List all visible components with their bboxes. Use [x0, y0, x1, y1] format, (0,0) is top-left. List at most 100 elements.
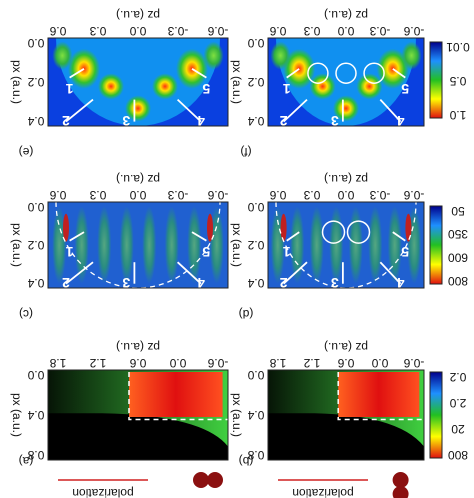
y-axis-title: px (a.u.)	[10, 393, 24, 437]
blob	[203, 41, 224, 70]
blob	[270, 41, 291, 70]
arrow-label: 3	[122, 275, 130, 291]
molecule	[193, 472, 209, 488]
frame	[47, 369, 229, 461]
streak	[187, 206, 202, 284]
y-tick-label: 0.8	[27, 448, 44, 462]
arrow	[176, 261, 202, 285]
hot	[63, 213, 69, 242]
x-tick-label: 0.0	[169, 356, 186, 370]
arrow	[392, 68, 406, 79]
streak	[348, 206, 363, 284]
arrow-label: 1	[283, 81, 291, 97]
y-tick-label: 0.4	[247, 276, 264, 290]
ring	[346, 220, 371, 244]
x-tick-label: -0.6	[403, 188, 424, 202]
arrow-label: 4	[197, 275, 205, 291]
heatmap	[267, 369, 425, 461]
panel-label: (f)	[240, 145, 251, 159]
streak	[164, 206, 179, 284]
x-tick-label: -0.3	[369, 188, 390, 202]
colorbar-tick-label: 800	[448, 274, 468, 288]
x-tick-label: 1.2	[89, 356, 106, 370]
x-tick-label: 0.0	[337, 188, 354, 202]
arrow	[379, 98, 402, 123]
panel-label: (c)	[19, 307, 33, 321]
x-tick-label: 0.0	[129, 24, 146, 38]
y-tick-label: 0.0	[27, 36, 44, 50]
x-tick-label: 0.3	[89, 188, 106, 202]
ring	[335, 62, 357, 84]
x-tick-label: 0.0	[129, 188, 146, 202]
heatmap	[267, 37, 425, 127]
x-tick-label: 0.3	[89, 24, 106, 38]
x-axis-title: pz (a.u.)	[116, 172, 160, 186]
y-tick-label: 0.0	[27, 368, 44, 382]
x-axis-title: pz (a.u.)	[324, 172, 368, 186]
y-axis-title: px (a.u.)	[10, 223, 24, 267]
arrow	[392, 231, 406, 242]
molecule	[207, 472, 223, 488]
frame	[47, 37, 229, 127]
hot	[280, 213, 287, 242]
arrow-label: 3	[331, 113, 339, 129]
colorbar-tick-label: 0.2	[449, 370, 466, 384]
x-axis-title: pz (a.u.)	[116, 340, 160, 354]
arrow-label: 5	[401, 244, 409, 260]
ring	[363, 62, 385, 84]
colorbar-tick-label: 50	[451, 204, 465, 218]
arrow	[286, 68, 300, 79]
streak	[52, 206, 67, 284]
y-tick-label: 0.2	[247, 238, 264, 252]
arrow	[191, 231, 207, 242]
blob	[152, 73, 178, 100]
x-tick-label: 0.6	[129, 356, 146, 370]
arrow-label: 2	[279, 275, 287, 291]
arrow-label: 2	[62, 113, 70, 129]
arrow-label: 3	[331, 275, 339, 291]
panel-label: (e)	[19, 145, 34, 159]
x-tick-label: -0.6	[207, 24, 228, 38]
streak	[309, 206, 324, 284]
arrow-label: 3	[122, 113, 130, 129]
arrow-label: 4	[396, 275, 404, 291]
frame	[47, 201, 229, 289]
arrow	[69, 231, 85, 242]
x-tick-label: 0.3	[303, 24, 320, 38]
dashed-box	[128, 372, 228, 421]
colorbar-tick-label: 0.5	[449, 74, 466, 88]
x-tick-label: -0.6	[403, 24, 424, 38]
x-tick-label: -0.3	[369, 24, 390, 38]
y-tick-label: 0.4	[247, 114, 264, 128]
colorbar-tick-label: 20	[451, 422, 465, 436]
colorbar-tick-label: 0.01	[446, 40, 470, 54]
y-tick-label: 0.0	[247, 368, 264, 382]
arrow	[191, 68, 207, 79]
hot	[405, 213, 412, 242]
streak	[97, 206, 112, 284]
molecule	[392, 472, 409, 488]
panel-label: (a)	[19, 454, 34, 468]
x-tick-label: 0.6	[49, 24, 66, 38]
x-axis-title: pz (a.u.)	[324, 340, 368, 354]
x-tick-label: 0.3	[303, 188, 320, 202]
arrow	[69, 68, 85, 79]
arrow	[65, 98, 94, 123]
y-tick-label: 0.4	[27, 114, 44, 128]
arrow	[379, 261, 402, 285]
arrow	[176, 98, 202, 123]
x-tick-label: 1.8	[269, 356, 286, 370]
heatmap	[47, 369, 229, 461]
x-tick-label: -0.6	[403, 356, 424, 370]
y-tick-label: 0.2	[27, 238, 44, 252]
colorbar-tick-label: 350	[448, 227, 468, 241]
streak	[387, 206, 402, 284]
blob	[356, 73, 383, 100]
x-tick-label: -0.6	[207, 188, 228, 202]
blob	[98, 73, 124, 100]
blob	[309, 73, 336, 100]
colorbar-tick-label: 800	[448, 448, 468, 462]
panel-label: (d)	[239, 307, 254, 321]
x-tick-label: 0.6	[269, 188, 286, 202]
